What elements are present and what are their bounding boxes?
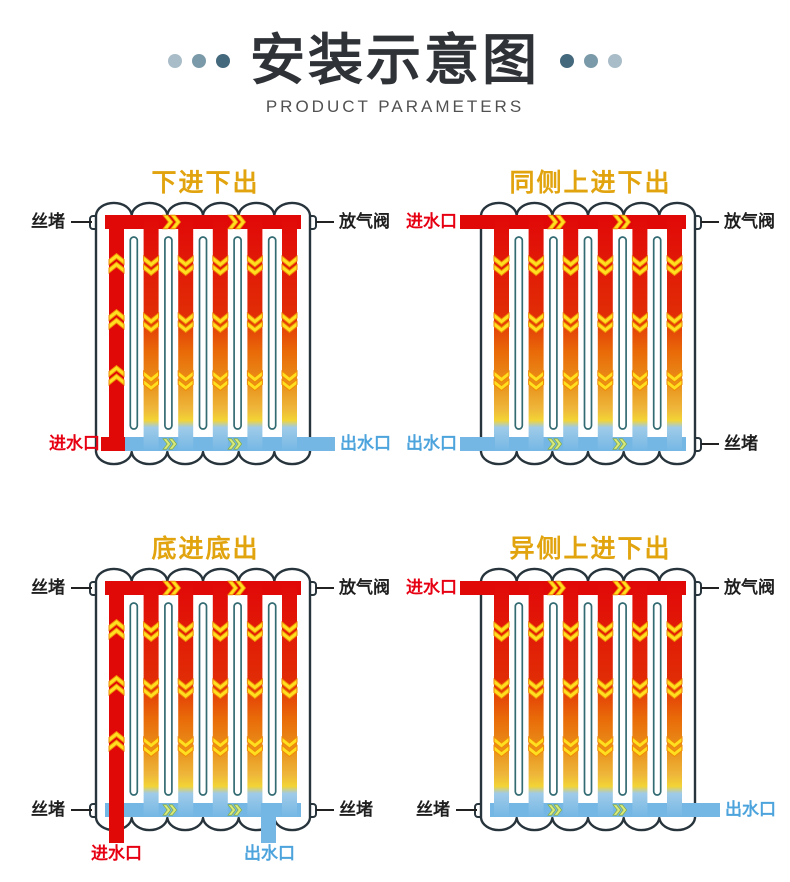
diagram-grid: 下进下出 丝堵 放气阀 进水口 出水口 同侧上进下出 进水口 放气阀 出水口 丝堵 底进底出… [13, 161, 784, 877]
page-subtitle: PRODUCT PARAMETERS [265, 96, 525, 116]
diagram-cell-bottom-in-bottom-out: 下进下出 丝堵 放气阀进水口 出水口 [13, 161, 398, 511]
radiator-illustration [13, 161, 398, 511]
diagram-cell-same-side-top-in: 同侧上进下出 进水口 放气阀出水口 丝堵 [398, 161, 783, 511]
diagram-title: 下进下出 [151, 169, 260, 197]
label-bottom-left: 丝堵 [416, 799, 450, 819]
dot-icon [167, 53, 182, 68]
dot-icon [584, 53, 598, 68]
label-top-right: 放气阀 [339, 577, 390, 597]
label-bottom-left: 进水口 [49, 433, 100, 453]
label-top-left: 丝堵 [31, 211, 65, 231]
radiator-illustration [398, 527, 783, 877]
radiator-svg [71, 201, 335, 466]
diagram-cell-base-in-base-out: 底进底出 丝堵 放气阀 丝堵 丝堵 进水口 出水口 [13, 527, 398, 877]
page-header: 安装示意图 PRODUCT PARAMETERS [0, 0, 790, 117]
diagram-cell-opposite-side-top-in: 异侧上进下出 进水口 放气阀丝堵 出水口 [398, 527, 783, 877]
diagram-title: 同侧上进下出 [509, 169, 672, 197]
diagram-title: 底进底出 [151, 535, 260, 563]
title-dots-left-icon [167, 53, 230, 68]
radiator-svg [456, 567, 720, 832]
dot-icon [560, 53, 574, 68]
radiator-svg [71, 567, 334, 843]
label-bottom-right: 丝堵 [724, 433, 758, 453]
radiator-illustration [13, 527, 398, 877]
radiator-illustration [398, 161, 783, 511]
label-bottom-right: 丝堵 [339, 799, 373, 819]
radiator-svg [460, 201, 719, 466]
label-top-left: 丝堵 [31, 577, 65, 597]
label-top-right: 放气阀 [724, 211, 775, 231]
label-top-left: 进水口 [406, 577, 457, 597]
label-bottom-right: 出水口 [340, 433, 391, 453]
diagram-title: 异侧上进下出 [509, 535, 672, 563]
page-title-row: 安装示意图 [0, 29, 790, 91]
label-below-right: 出水口 [244, 843, 295, 863]
label-below-left: 进水口 [91, 843, 142, 863]
label-bottom-left: 丝堵 [31, 799, 65, 819]
page-title: 安装示意图 [249, 29, 540, 91]
label-bottom-right: 出水口 [725, 799, 776, 819]
label-bottom-left: 出水口 [406, 433, 457, 453]
title-dots-right-icon [560, 53, 622, 68]
label-top-right: 放气阀 [339, 211, 390, 231]
dot-icon [191, 53, 206, 68]
label-top-left: 进水口 [406, 211, 457, 231]
dot-icon [215, 53, 230, 68]
label-top-right: 放气阀 [724, 577, 775, 597]
dot-icon [608, 53, 622, 68]
